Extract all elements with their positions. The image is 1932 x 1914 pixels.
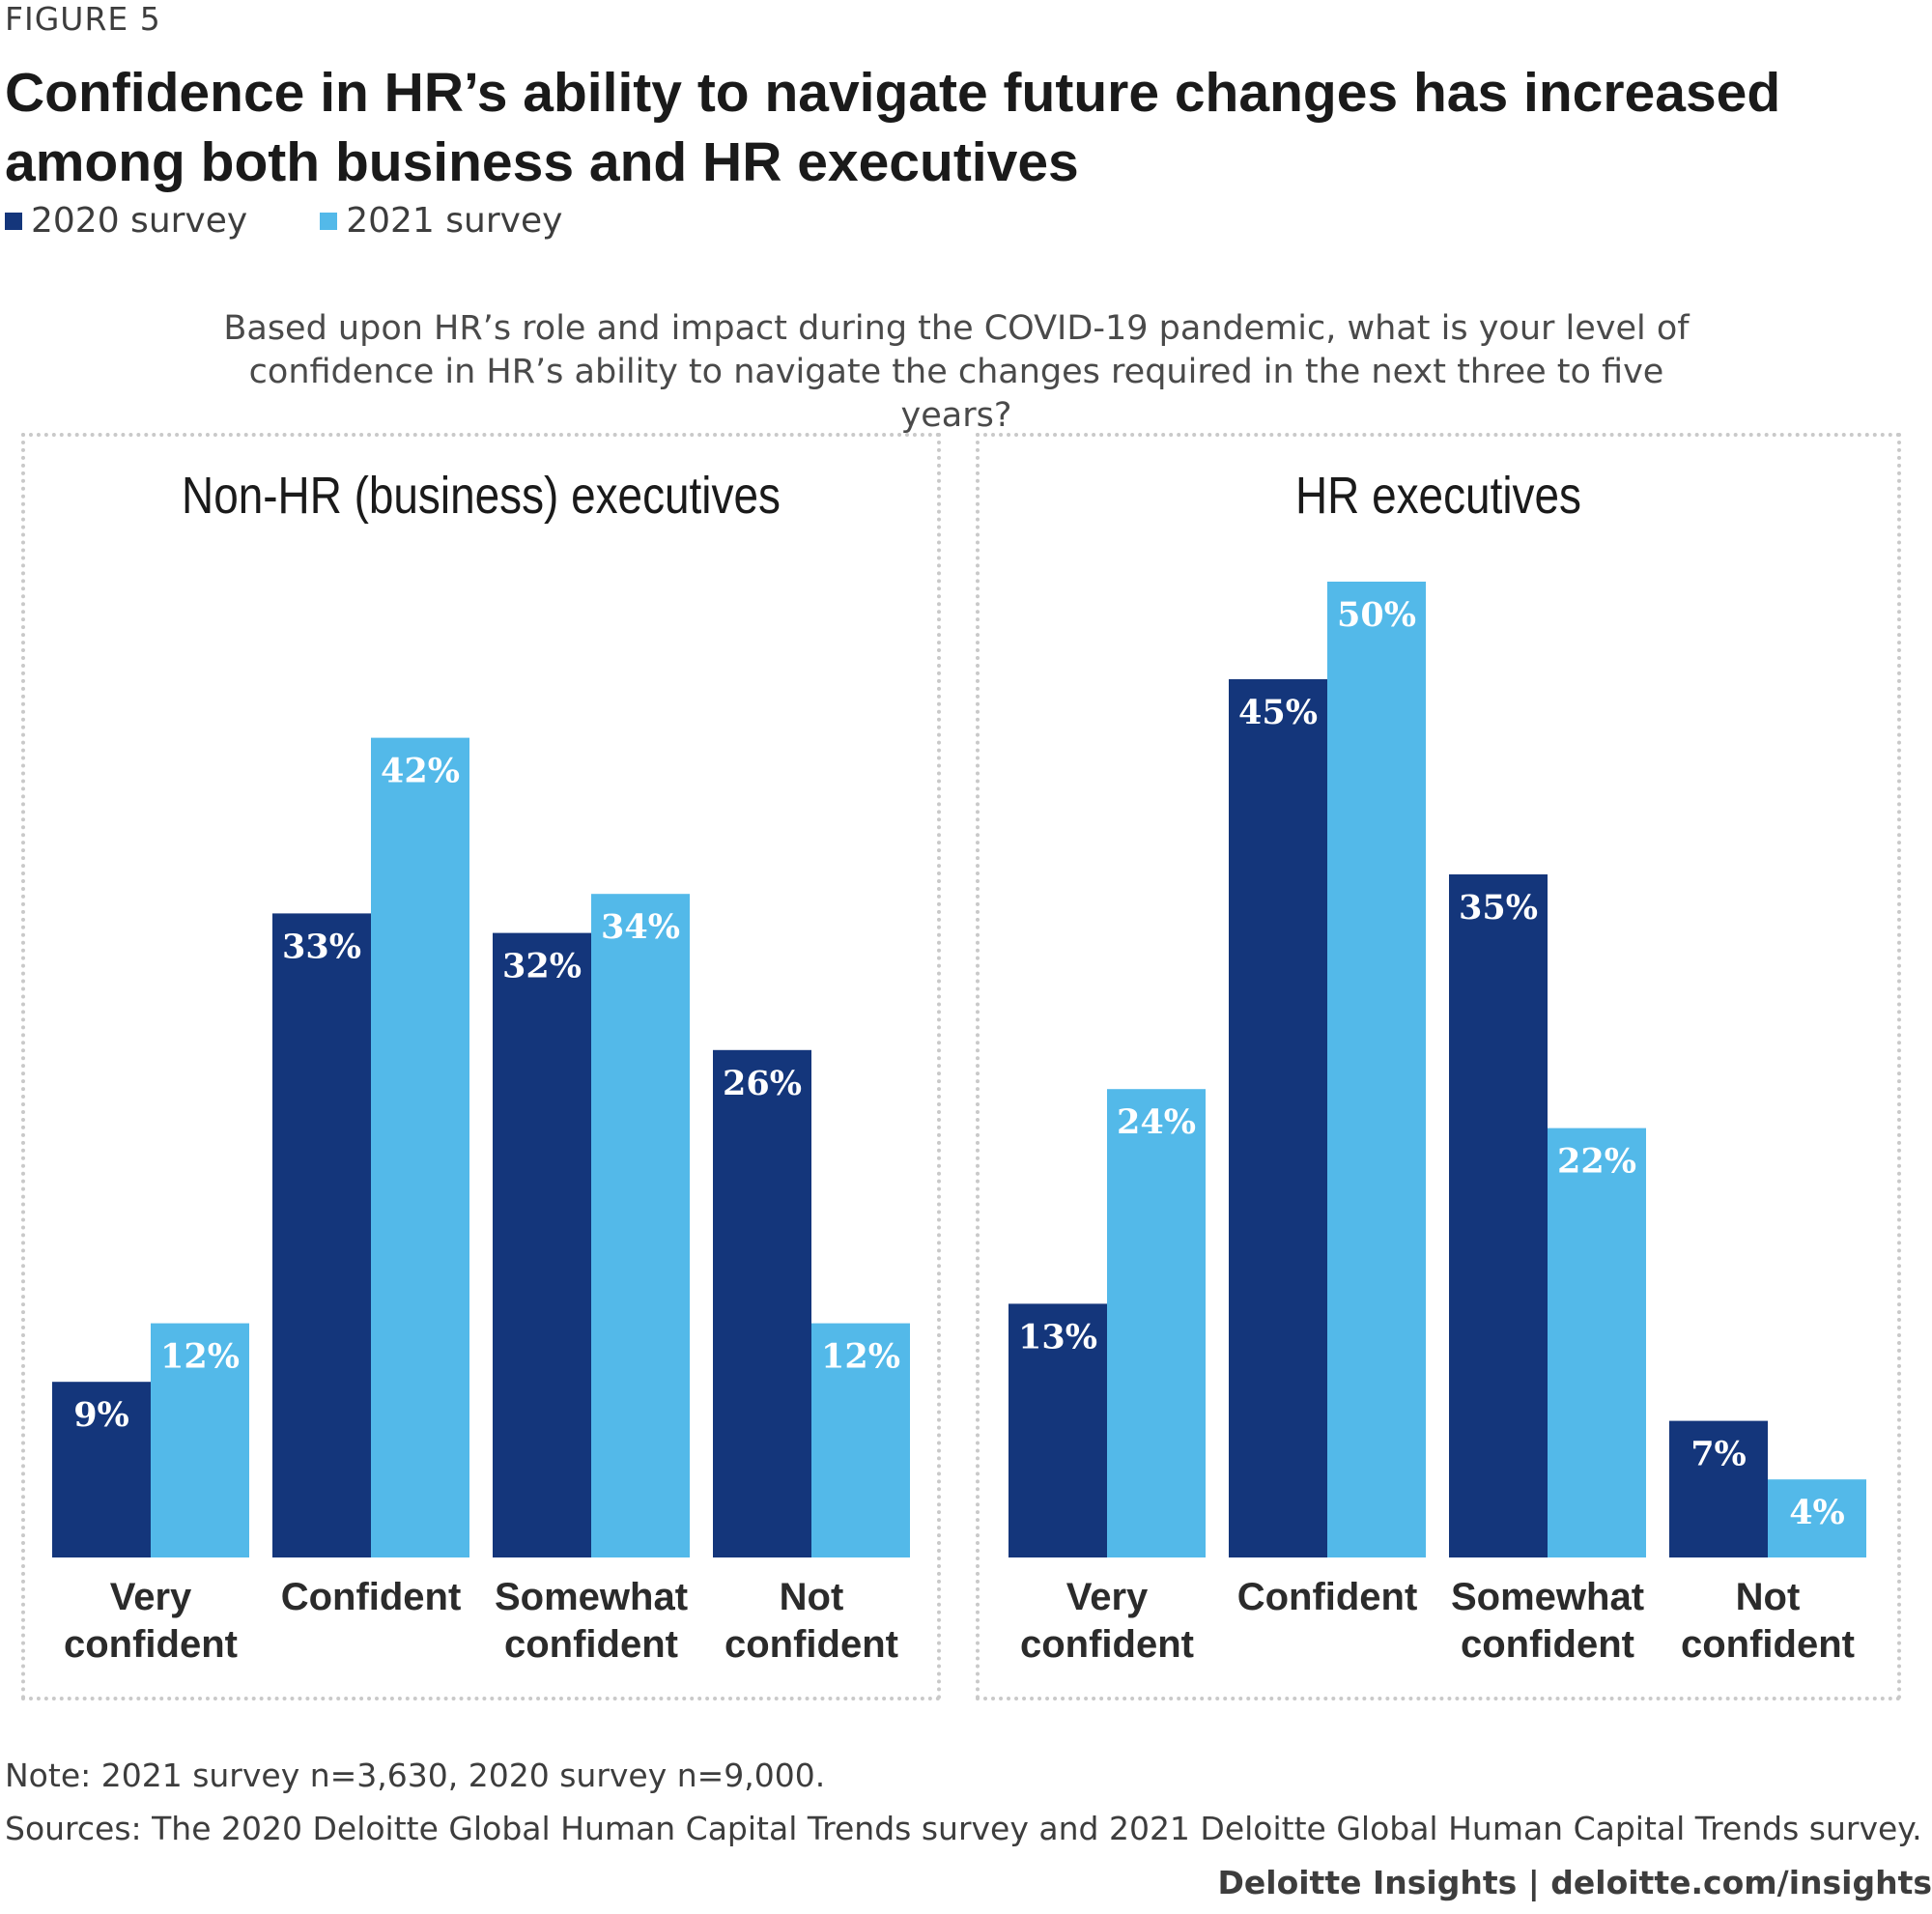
bar-2021-0 [151, 1323, 249, 1557]
bar-2021-3 [1768, 1479, 1866, 1557]
data-label: 33% [282, 927, 361, 966]
category-label: Somewhat [495, 1576, 688, 1618]
bar-2021-2 [1548, 1128, 1646, 1557]
data-label: 4% [1789, 1493, 1845, 1532]
data-label: 24% [1117, 1102, 1196, 1142]
legend-item-2020: 2020 survey [5, 201, 247, 241]
data-label: 32% [502, 947, 582, 986]
bar-2021-3 [811, 1323, 910, 1557]
category-label: Not [1736, 1576, 1801, 1618]
chart-hr-executives: 13% 24% Very confident 45% 50% Confident 35% 22%… [1009, 582, 1866, 1666]
panel-hr-executives: HR executives 13% 24% Very confident 45% 50% C… [976, 433, 1901, 1700]
category-label: confident [724, 1623, 898, 1666]
legend-swatch-2021 [320, 212, 338, 230]
bar-2020-3 [1669, 1420, 1768, 1557]
legend-label-2020: 2020 survey [31, 201, 248, 241]
panel-title: HR executives [1295, 467, 1581, 525]
category-label: confident [504, 1623, 678, 1666]
bar-2021-2 [591, 894, 690, 1557]
category-label: confident [1461, 1623, 1634, 1666]
legend-swatch-2020 [5, 212, 22, 230]
bar-2021-1 [371, 737, 469, 1557]
chart-non-hr-executives: 9% 12% Very confident 33% 42% Confident 32% 34% S… [52, 737, 910, 1666]
data-label: 12% [821, 1337, 900, 1377]
data-label: 34% [601, 907, 680, 947]
data-label: 12% [160, 1337, 240, 1377]
category-label: Confident [281, 1576, 462, 1618]
data-label: 50% [1337, 595, 1416, 635]
bar-2020-1 [272, 913, 371, 1557]
category-label: Very [110, 1576, 192, 1618]
category-label: Somewhat [1451, 1576, 1644, 1618]
category-label: confident [1020, 1623, 1194, 1666]
category-label: Confident [1237, 1576, 1418, 1618]
data-label: 35% [1459, 888, 1538, 928]
bar-2020-2 [493, 932, 591, 1557]
bar-2021-1 [1327, 582, 1426, 1557]
data-label: 26% [723, 1064, 802, 1103]
category-label: confident [1681, 1623, 1855, 1666]
data-label: 13% [1018, 1317, 1097, 1357]
survey-question: Based upon HR’s role and impact during t… [223, 309, 1690, 435]
legend-label-2021: 2021 survey [346, 201, 563, 241]
bar-2020-2 [1449, 874, 1548, 1557]
category-label: Not [780, 1576, 844, 1618]
legend-item-2021: 2021 survey [320, 201, 562, 241]
bar-2020-0 [1009, 1303, 1107, 1557]
data-label: 45% [1238, 693, 1318, 732]
note: Note: 2021 survey n=3,630, 2020 survey n… [5, 1757, 826, 1794]
legend: 2020 survey 2021 survey [5, 201, 562, 241]
data-label: 9% [73, 1395, 129, 1435]
bar-2020-1 [1229, 679, 1327, 1557]
bar-2020-0 [52, 1382, 151, 1557]
bar-2021-0 [1107, 1089, 1206, 1557]
sources: Sources: The 2020 Deloitte Global Human … [5, 1810, 1922, 1847]
panel-non-hr-executives: Non-HR (business) executives 9% 12% Very co… [21, 433, 941, 1700]
chart-title: Confidence in HR’s ability to navigate f… [5, 62, 1781, 193]
category-label: Very [1066, 1576, 1149, 1618]
data-label: 22% [1557, 1142, 1636, 1182]
figure-label: FIGURE 5 [5, 0, 161, 38]
data-label: 7% [1690, 1435, 1747, 1474]
panel-title: Non-HR (business) executives [182, 467, 781, 525]
category-label: confident [64, 1623, 238, 1666]
bar-2020-3 [713, 1049, 811, 1557]
data-label: 42% [381, 752, 460, 791]
footer-credit: Deloitte Insights | deloitte.com/insight… [1217, 1864, 1932, 1901]
